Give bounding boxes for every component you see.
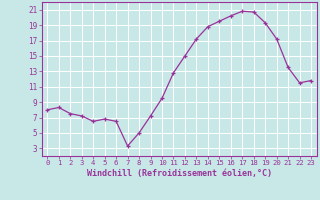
X-axis label: Windchill (Refroidissement éolien,°C): Windchill (Refroidissement éolien,°C) <box>87 169 272 178</box>
